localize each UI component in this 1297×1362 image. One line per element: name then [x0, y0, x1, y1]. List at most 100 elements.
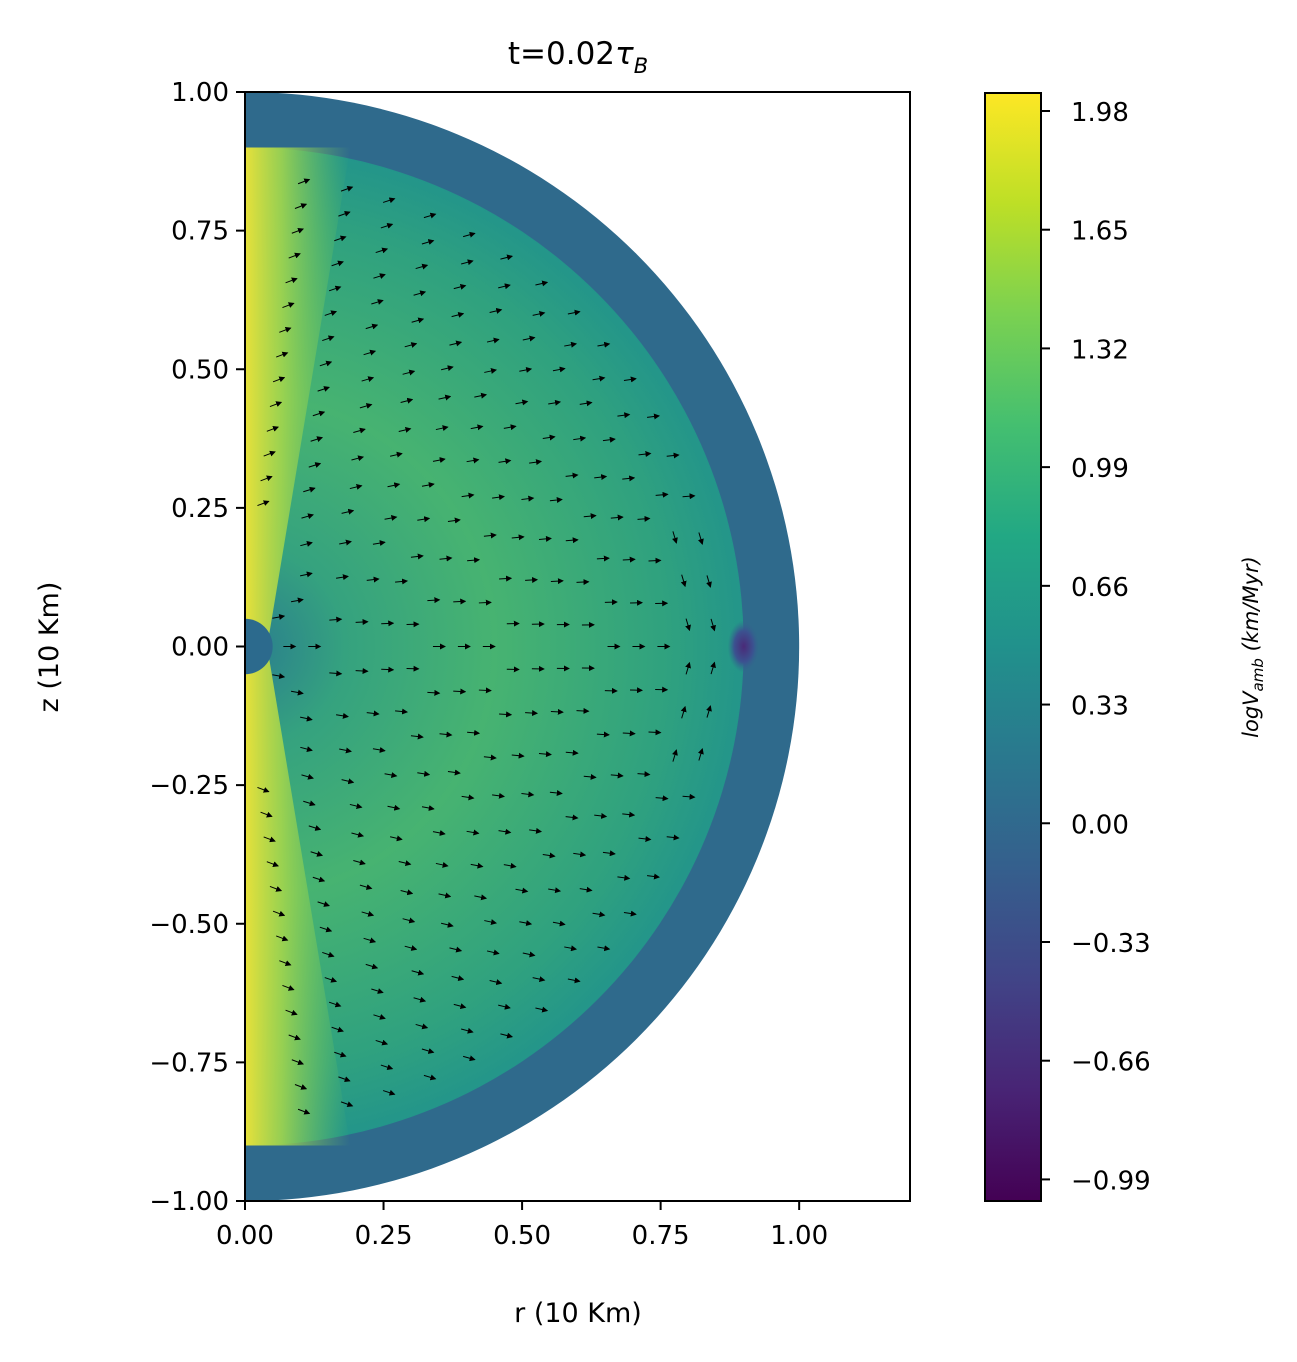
- quiver-arrow: [461, 259, 474, 266]
- quiver-arrow: [266, 426, 279, 432]
- quiver-arrow: [552, 366, 566, 373]
- quiver-arrow: [351, 831, 365, 838]
- quiver-arrow: [548, 399, 562, 406]
- quiver-arrow: [499, 575, 513, 582]
- plot-area: [245, 92, 800, 1201]
- y-axis-ticks: 1.00 0.75 0.50 0.25 0.00 −0.25 −0.50 −0.75 −1.00: [149, 78, 245, 1217]
- quiver-arrow: [470, 862, 484, 869]
- quiver-arrow: [594, 812, 608, 819]
- quiver-arrow: [334, 235, 347, 242]
- quiver-arrow: [484, 919, 497, 925]
- y-tick-label: 0.00: [171, 633, 229, 663]
- quiver-arrow: [451, 975, 465, 982]
- quiver-arrow: [382, 197, 396, 204]
- quiver-arrow: [279, 327, 292, 333]
- quiver-arrow: [413, 290, 427, 297]
- quiver-arrow: [622, 556, 636, 563]
- quiver-arrow: [263, 836, 276, 843]
- quiver-arrow: [387, 804, 401, 811]
- quiver-arrow: [290, 689, 304, 696]
- quiver-arrow: [467, 729, 481, 736]
- velocity-minimum-spot: [727, 620, 760, 673]
- quiver-arrow: [322, 951, 335, 958]
- quiver-arrow: [331, 260, 344, 267]
- quiver-arrow: [285, 277, 298, 284]
- quiver-arrow: [329, 670, 343, 677]
- quiver-arrow: [402, 369, 416, 376]
- quiver-arrow: [372, 746, 386, 753]
- quiver-arrow: [565, 472, 579, 479]
- quiver-arrow: [351, 455, 365, 462]
- quiver-arrow: [415, 1023, 429, 1030]
- quiver-arrow: [435, 861, 449, 868]
- quiver-arrow: [521, 495, 535, 502]
- quiver-arrow: [453, 1003, 467, 1010]
- quiver-arrow: [290, 597, 304, 604]
- quiver-arrow: [529, 827, 543, 834]
- quiver-arrow: [423, 212, 437, 219]
- quiver-arrow: [338, 1076, 351, 1083]
- quiver-arrow: [576, 579, 590, 586]
- quiver-arrow: [680, 705, 687, 719]
- quiver-arrow: [375, 1039, 389, 1046]
- colorbar-tick-label: 0.33: [1071, 692, 1129, 722]
- y-tick-label: 0.50: [171, 355, 229, 385]
- colorbar-tick-label: −0.66: [1071, 1048, 1151, 1078]
- quiver-arrow: [398, 426, 412, 433]
- quiver-arrow: [549, 790, 563, 796]
- axis-yellow-band: [245, 147, 351, 1146]
- quiver-arrow: [538, 535, 552, 542]
- quiver-arrow: [339, 539, 352, 546]
- quiver-arrow: [365, 963, 379, 970]
- quiver-arrow: [698, 748, 704, 761]
- quiver-arrow: [467, 557, 481, 564]
- quiver-arrow: [503, 424, 517, 431]
- quiver-arrow: [276, 351, 289, 358]
- quiver-arrows: [257, 178, 716, 1115]
- quiver-arrow: [682, 493, 696, 500]
- quiver-arrow: [463, 1055, 476, 1062]
- quiver-arrow: [597, 945, 611, 952]
- quiver-arrow: [550, 578, 564, 585]
- quiver-arrow: [308, 462, 322, 468]
- quiver-arrow: [449, 946, 463, 953]
- colorbar-tick-label: −0.33: [1071, 929, 1151, 959]
- quiver-arrow: [389, 451, 403, 458]
- quiver-arrow: [498, 828, 512, 835]
- quiver-arrow: [299, 715, 313, 722]
- quiver-arrow: [266, 861, 279, 867]
- quiver-arrow: [312, 876, 326, 883]
- quiver-arrow: [622, 730, 636, 737]
- quiver-arrow: [548, 887, 562, 894]
- quiver-arrow: [373, 1014, 386, 1020]
- quiver-arrow: [511, 752, 525, 759]
- quiver-arrow: [474, 894, 488, 901]
- quiver-arrow: [685, 661, 691, 675]
- quiver-arrow: [303, 800, 316, 807]
- quiver-arrow: [672, 531, 678, 544]
- quiver-arrow: [617, 874, 631, 881]
- quiver-arrow: [594, 474, 608, 481]
- quiver-arrow: [484, 368, 497, 374]
- quiver-arrow: [573, 851, 587, 858]
- colorbar-ticks: 1.98 1.65 1.32 0.99 0.66 0.33 0.00 −0.33 −0.66 −0…: [1041, 98, 1151, 1196]
- quiver-arrow: [432, 457, 446, 463]
- quiver-arrow: [400, 397, 414, 404]
- quiver-arrow: [276, 935, 289, 942]
- quiver-arrow: [441, 365, 454, 372]
- quiver-arrow: [461, 794, 475, 801]
- quiver-arrow: [500, 1032, 514, 1039]
- quiver-arrow: [312, 410, 326, 417]
- quiver-arrow: [503, 862, 517, 869]
- quiver-arrow: [682, 793, 696, 800]
- quiver-arrow: [324, 976, 338, 983]
- quiver-arrow: [349, 483, 363, 490]
- quiver-arrow: [365, 323, 379, 330]
- quiver-arrow: [363, 937, 377, 944]
- quiver-arrow: [366, 576, 380, 583]
- quiver-arrow: [489, 979, 503, 985]
- quiver-arrow: [538, 751, 552, 758]
- quiver-arrow: [470, 424, 484, 431]
- quiver-arrow: [300, 746, 313, 752]
- quiver-arrow: [492, 792, 505, 799]
